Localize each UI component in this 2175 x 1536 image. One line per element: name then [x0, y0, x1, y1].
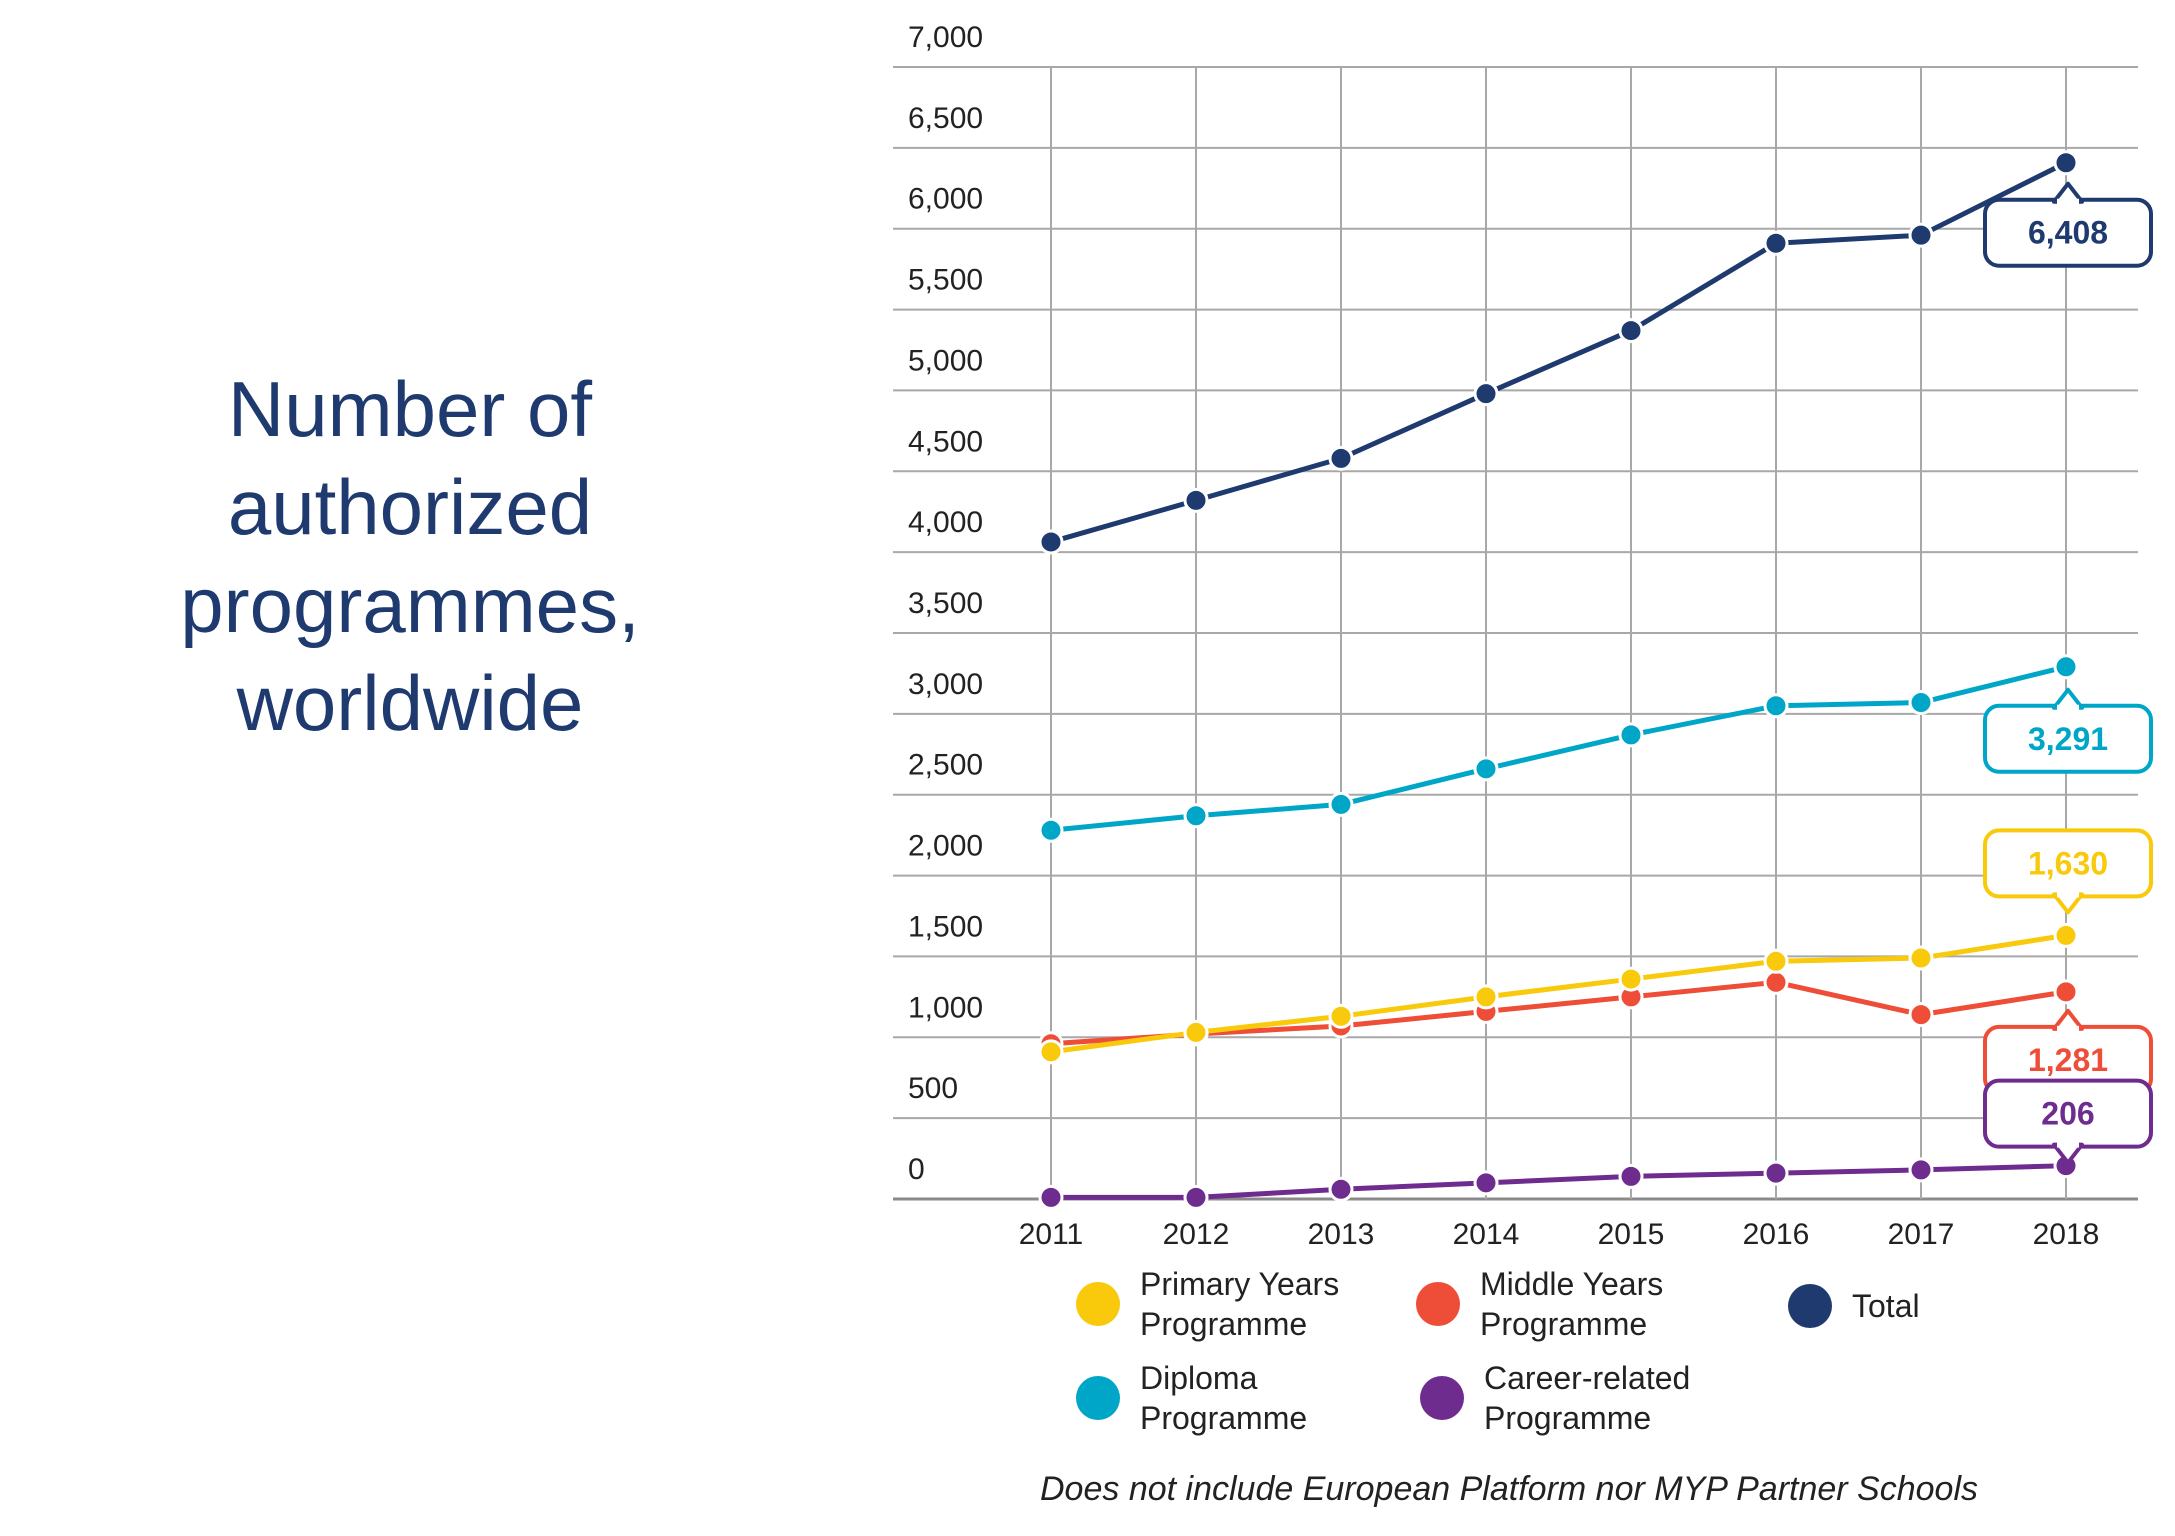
- data-point-dp: [1328, 791, 1354, 817]
- callout-label-cp: 206: [2041, 1096, 2094, 1132]
- y-tick-label: 4,000: [908, 506, 983, 539]
- series-points: [1038, 150, 2079, 1210]
- legend-swatch-cp: [1420, 1376, 1464, 1420]
- legend-swatch-total: [1788, 1284, 1832, 1328]
- data-point-dp: [1473, 756, 1499, 782]
- callout-total: 6,408: [1983, 181, 2153, 268]
- x-tick-label: 2018: [2033, 1218, 2100, 1251]
- data-point-pyp: [1908, 945, 1934, 971]
- chart-title: Number of authorized programmes, worldwi…: [180, 365, 640, 747]
- series-lines: [1050, 160, 2068, 1200]
- data-point-total: [1183, 487, 1209, 513]
- data-point-pyp: [1328, 1003, 1354, 1029]
- legend-swatch-dp: [1076, 1376, 1120, 1420]
- value-callouts: 6,408 3,291 1,630 1,281 206: [1983, 181, 2153, 1165]
- y-tick-label: 0: [908, 1153, 925, 1186]
- data-point-cp: [1328, 1176, 1354, 1202]
- callout-label-myp: 1,281: [2028, 1042, 2108, 1078]
- data-point-dp: [1908, 690, 1934, 716]
- data-point-myp: [1763, 969, 1789, 995]
- x-tick-label: 2016: [1743, 1218, 1810, 1251]
- x-axis-tick-labels: 2011 2012 2013 2014 2015 2016 2017 2018: [1019, 1218, 2100, 1251]
- series-line-dp: [1050, 664, 2067, 833]
- x-tick-label: 2015: [1598, 1218, 1665, 1251]
- data-point-myp: [2053, 979, 2079, 1005]
- legend-item-cp: Career-related Programme: [1420, 1358, 1690, 1438]
- y-tick-label: 7,000: [908, 21, 983, 54]
- x-tick-label: 2011: [1019, 1218, 1084, 1251]
- data-point-cp: [1763, 1160, 1789, 1186]
- x-tick-label: 2013: [1308, 1218, 1375, 1251]
- y-tick-label: 5,500: [908, 264, 983, 297]
- legend-item-total: Total: [1788, 1284, 1920, 1328]
- callout-pyp: 1,630: [1983, 828, 2153, 915]
- data-point-myp: [1908, 1002, 1934, 1028]
- data-point-pyp: [2053, 922, 2079, 948]
- data-point-cp: [1618, 1163, 1644, 1189]
- x-tick-label: 2012: [1163, 1218, 1230, 1251]
- y-axis-tick-labels: 0 500 1,000 1,500 2,000 2,500 3,000 3,500 4,000 4…: [908, 21, 983, 1186]
- data-point-total: [1908, 222, 1934, 248]
- data-point-pyp: [1038, 1039, 1064, 1065]
- legend-swatch-pyp: [1076, 1282, 1120, 1326]
- legend-label-total: Total: [1852, 1288, 1920, 1324]
- callout-cp: 206: [1983, 1078, 2153, 1165]
- legend-label-pyp: Primary Years Programme: [1140, 1266, 1340, 1342]
- data-point-total: [1763, 230, 1789, 256]
- series-line-cp: [1051, 1163, 2067, 1200]
- data-point-pyp: [1763, 948, 1789, 974]
- data-point-total: [1473, 381, 1499, 407]
- y-tick-label: 2,000: [908, 830, 983, 863]
- legend-label-myp: Middle Years Programme: [1480, 1266, 1664, 1342]
- y-tick-label: 5,000: [908, 344, 983, 377]
- legend-swatch-myp: [1416, 1282, 1460, 1326]
- legend-label-dp: Diploma Programme: [1140, 1360, 1308, 1436]
- data-point-total: [1038, 529, 1064, 555]
- callout-label-total: 6,408: [2028, 215, 2108, 251]
- legend-item-dp: Diploma Programme: [1076, 1358, 1307, 1438]
- data-point-cp: [1038, 1184, 1064, 1210]
- x-tick-label: 2014: [1453, 1218, 1520, 1251]
- legend-item-myp: Middle Years Programme: [1416, 1264, 1663, 1344]
- y-tick-label: 6,000: [908, 183, 983, 216]
- series-line-pyp: [1050, 932, 2067, 1055]
- series-line-total: [1050, 160, 2068, 545]
- legend-label-cp: Career-related Programme: [1484, 1360, 1691, 1436]
- data-point-total: [2053, 150, 2079, 176]
- y-tick-label: 3,000: [908, 668, 983, 701]
- y-tick-label: 2,500: [908, 749, 983, 782]
- footnote: Does not include European Platform nor M…: [1040, 1470, 1979, 1508]
- data-point-dp: [1183, 803, 1209, 829]
- legend-item-pyp: Primary Years Programme: [1076, 1264, 1339, 1344]
- data-point-dp: [1763, 693, 1789, 719]
- data-point-total: [1618, 318, 1644, 344]
- data-point-pyp: [1473, 984, 1499, 1010]
- data-point-total: [1328, 445, 1354, 471]
- data-point-cp: [1183, 1184, 1209, 1210]
- data-point-cp: [1908, 1157, 1934, 1183]
- series-line-myp: [1050, 979, 2067, 1047]
- callout-label-dp: 3,291: [2028, 721, 2108, 757]
- y-tick-label: 4,500: [908, 425, 983, 458]
- data-point-dp: [1618, 722, 1644, 748]
- data-point-cp: [1473, 1170, 1499, 1196]
- callout-dp: 3,291: [1983, 687, 2153, 774]
- data-point-dp: [1038, 817, 1064, 843]
- data-point-dp: [2053, 654, 2079, 680]
- callout-label-pyp: 1,630: [2028, 845, 2108, 881]
- x-tick-label: 2017: [1888, 1218, 1955, 1251]
- y-tick-label: 1,500: [908, 910, 983, 943]
- y-tick-label: 6,500: [908, 102, 983, 135]
- y-tick-label: 3,500: [908, 587, 983, 620]
- y-tick-label: 1,000: [908, 991, 983, 1024]
- chart-grid: [893, 66, 2138, 1201]
- y-tick-label: 500: [908, 1072, 958, 1105]
- data-point-pyp: [1618, 966, 1644, 992]
- data-point-pyp: [1183, 1019, 1209, 1045]
